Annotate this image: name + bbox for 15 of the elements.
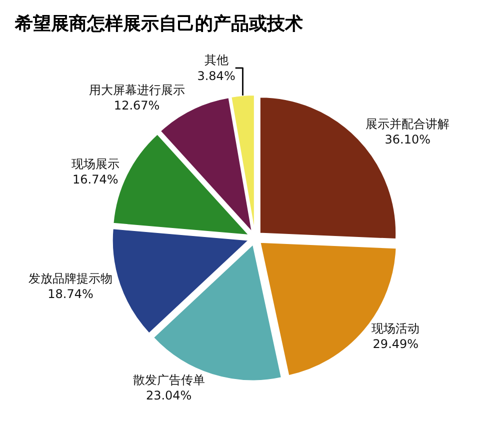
slice-label: 展示并配合讲解	[366, 117, 450, 132]
slice-label: 现场活动	[372, 322, 420, 336]
slice-label: 用大屏幕进行展示	[88, 82, 185, 97]
slice-label: 散发广告传单	[132, 373, 205, 388]
slice-label: 发放品牌提示物	[28, 272, 112, 286]
data-label: 18.74%	[48, 287, 94, 302]
data-label: 12.67%	[114, 98, 160, 112]
slice-label: 现场展示	[71, 156, 120, 171]
slice-label: 其他	[204, 53, 228, 68]
data-label: 16.74%	[72, 172, 118, 187]
data-label: 23.04%	[146, 388, 192, 403]
data-label: 36.10%	[384, 132, 431, 147]
data-label: 29.49%	[372, 337, 419, 352]
chart-title: 希望展商怎样展示自己的产品或技术	[14, 14, 303, 35]
data-label: 3.84%	[197, 68, 236, 83]
